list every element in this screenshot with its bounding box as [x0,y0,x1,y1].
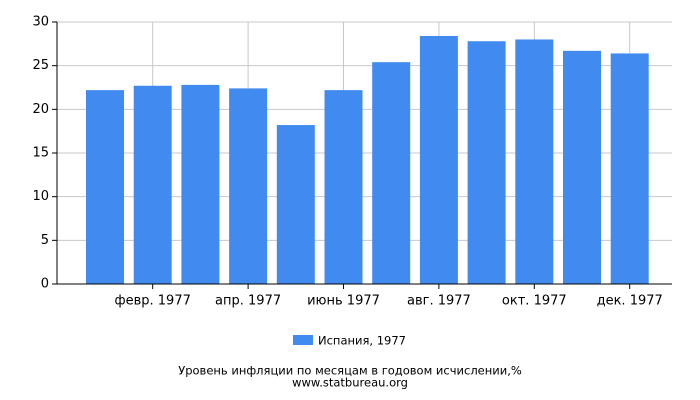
bar [324,90,363,285]
y-tick-label: 20 [32,102,49,117]
y-tick-label: 0 [41,277,49,292]
legend-label: Испания, 1977 [318,334,406,348]
bar [133,85,172,285]
x-tick-label: февр. 1977 [115,294,191,309]
x-tick-label: июнь 1977 [307,294,380,309]
bar [610,53,649,284]
bar [181,84,220,284]
legend-swatch [293,335,313,345]
y-tick-label: 15 [32,146,49,161]
x-tick-label: окт. 1977 [502,294,567,309]
x-tick-label: апр. 1977 [215,294,281,309]
bar [372,62,411,284]
bar [276,125,315,284]
bar [515,39,554,284]
y-tick-label: 25 [32,58,49,73]
y-tick-label: 30 [32,15,49,30]
y-tick-label: 10 [32,189,49,204]
bar [419,35,458,285]
y-tick-label: 5 [41,233,49,248]
x-tick-label: авг. 1977 [407,294,471,309]
bar [229,88,268,284]
chart-title: Уровень инфляции по месяцам в годовом ис… [178,364,522,378]
bar [86,90,124,285]
chart-subtitle: www.statbureau.org [292,376,408,390]
bar [563,50,601,284]
bar [467,41,506,284]
x-tick-label: дек. 1977 [597,294,663,309]
